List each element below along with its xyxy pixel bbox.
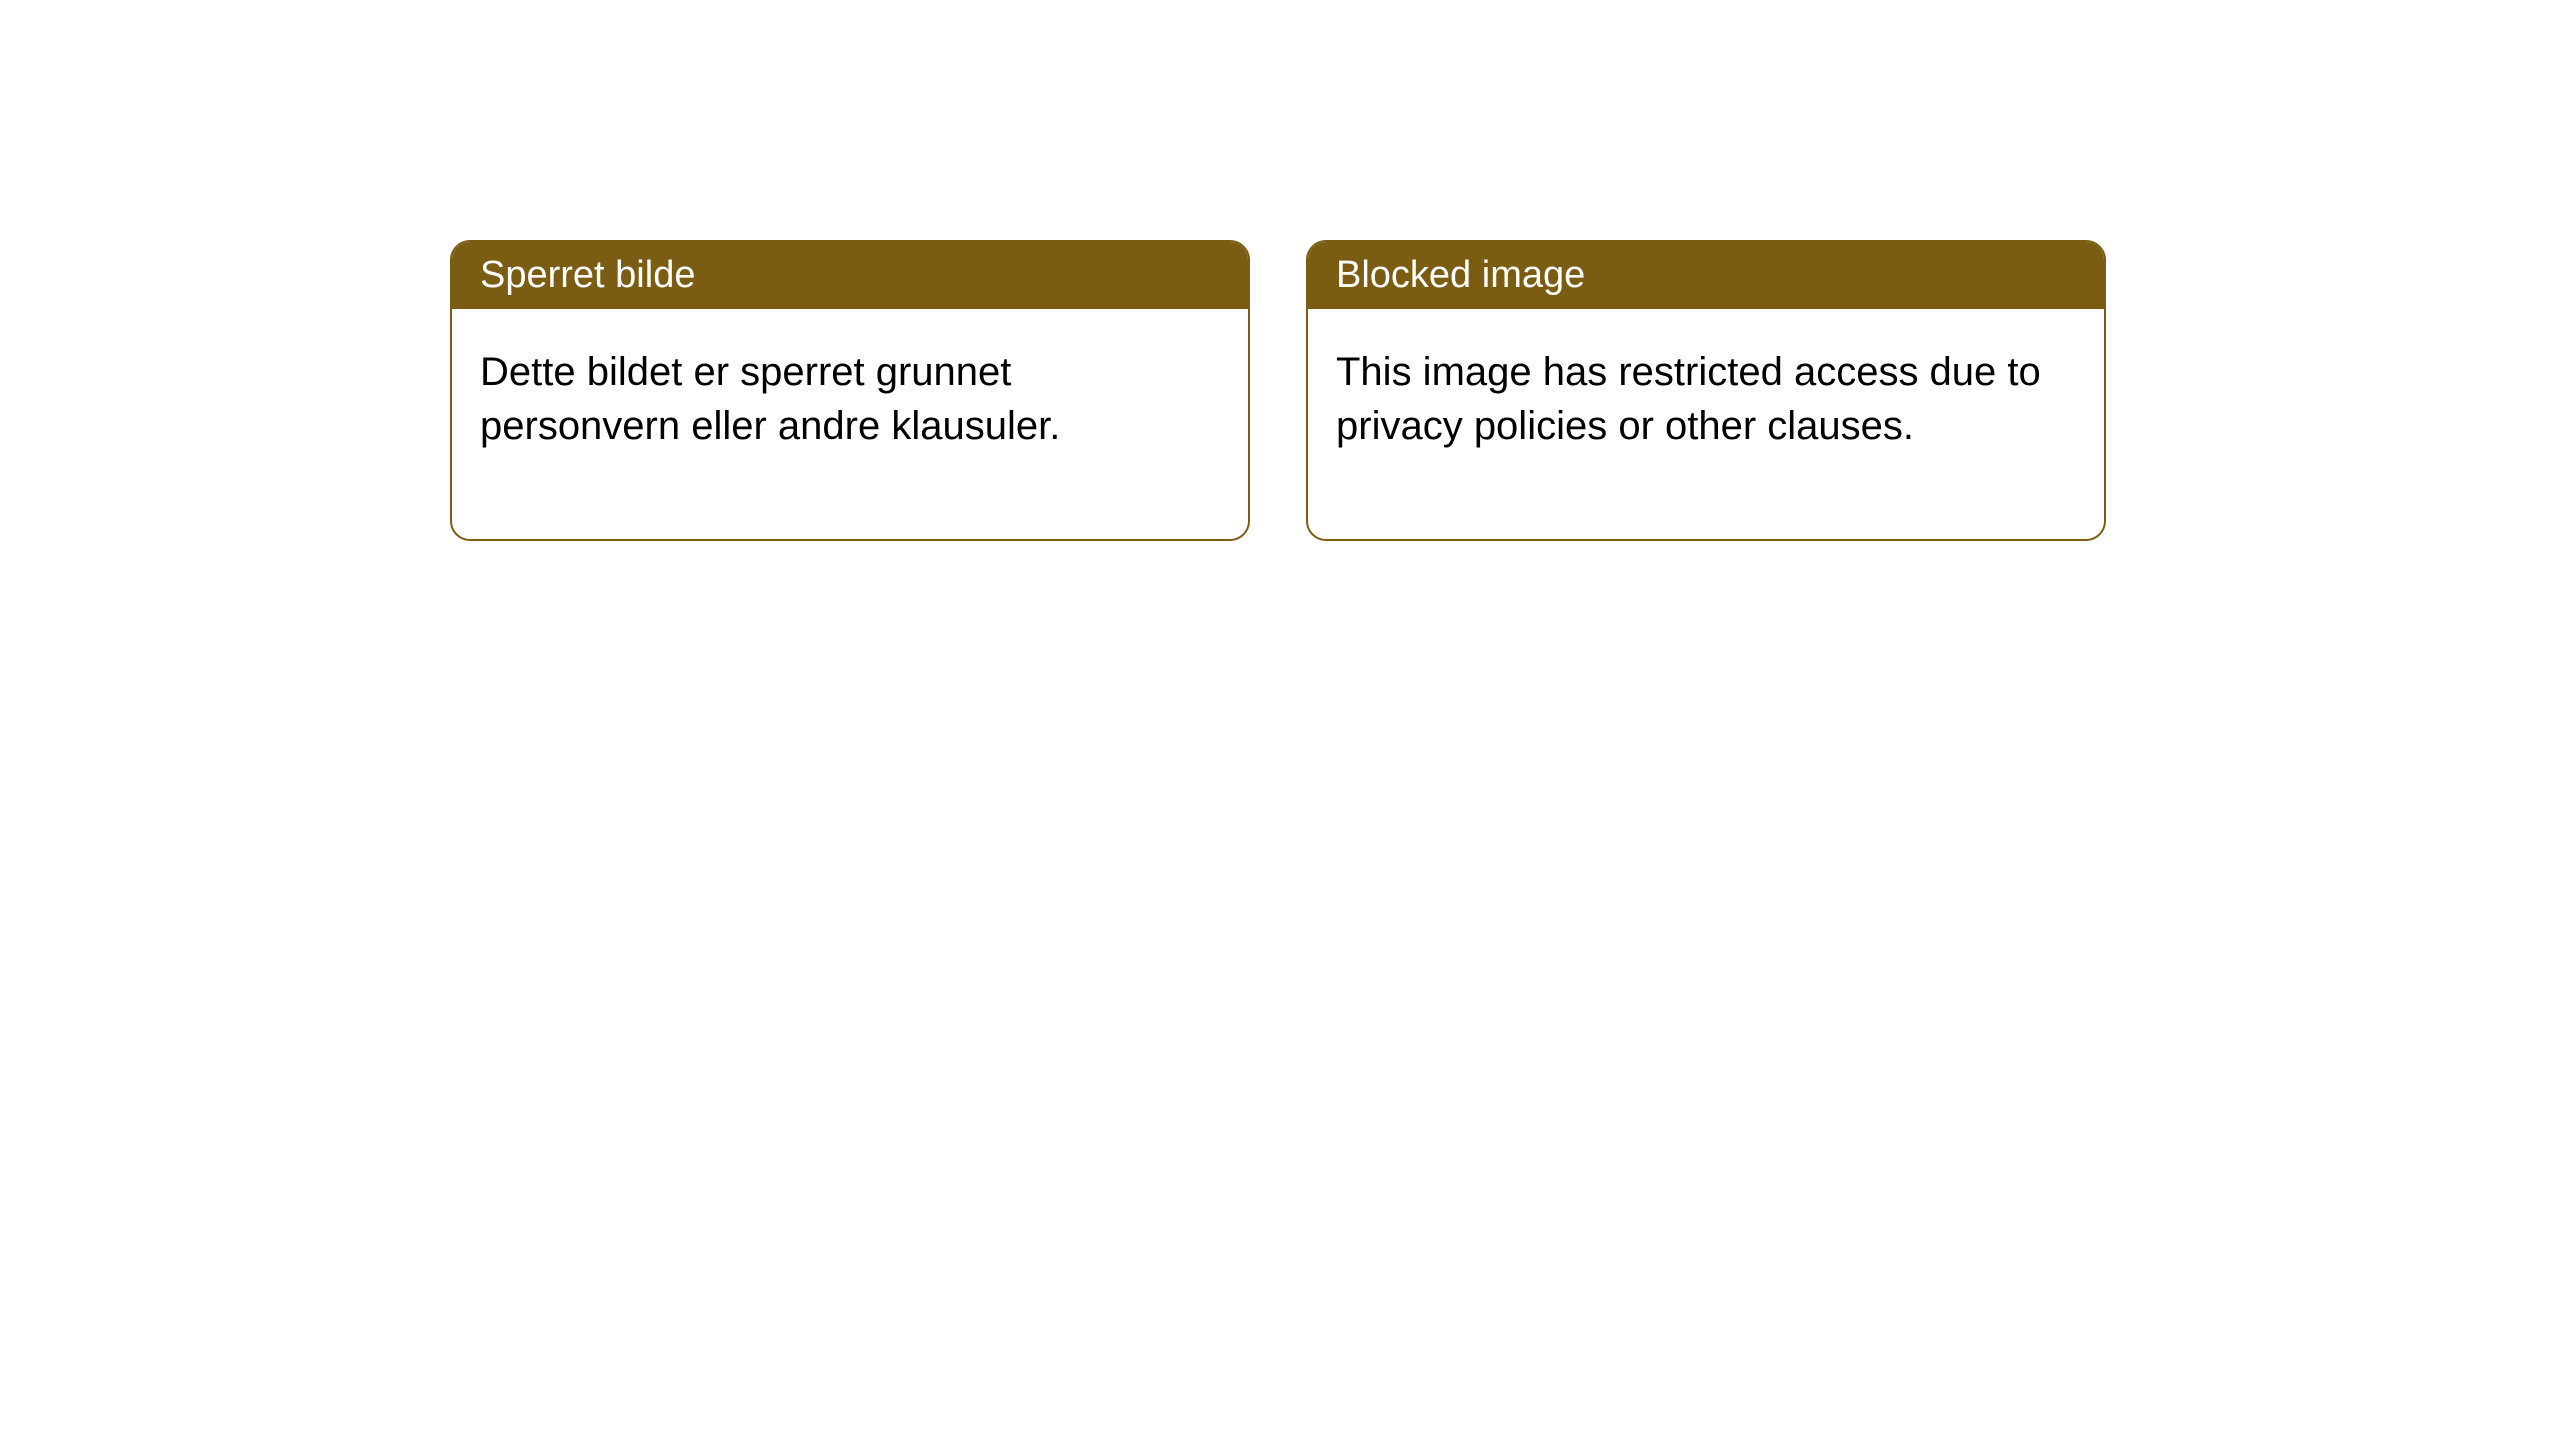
notice-header: Blocked image bbox=[1308, 242, 2104, 309]
notice-header-text: Blocked image bbox=[1336, 254, 1585, 296]
notice-header: Sperret bilde bbox=[452, 242, 1248, 309]
notice-header-text: Sperret bilde bbox=[480, 254, 695, 296]
notice-body: This image has restricted access due to … bbox=[1308, 309, 2104, 539]
notice-container: Sperret bilde Dette bildet er sperret gr… bbox=[450, 240, 2106, 541]
notice-card-norwegian: Sperret bilde Dette bildet er sperret gr… bbox=[450, 240, 1250, 541]
notice-body: Dette bildet er sperret grunnet personve… bbox=[452, 309, 1248, 539]
notice-card-english: Blocked image This image has restricted … bbox=[1306, 240, 2106, 541]
notice-body-text: Dette bildet er sperret grunnet personve… bbox=[480, 350, 1060, 448]
notice-body-text: This image has restricted access due to … bbox=[1336, 350, 2041, 448]
